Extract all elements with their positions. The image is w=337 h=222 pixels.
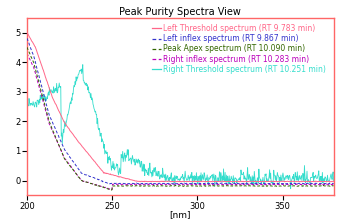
Legend: Left Threshold spectrum (RT 9.783 min), Left inflex spectrum (RT 9.867 min), Pea: Left Threshold spectrum (RT 9.783 min), … (151, 23, 327, 74)
Title: Peak Purity Spectra View: Peak Purity Spectra View (119, 7, 241, 17)
X-axis label: [nm]: [nm] (170, 211, 191, 220)
